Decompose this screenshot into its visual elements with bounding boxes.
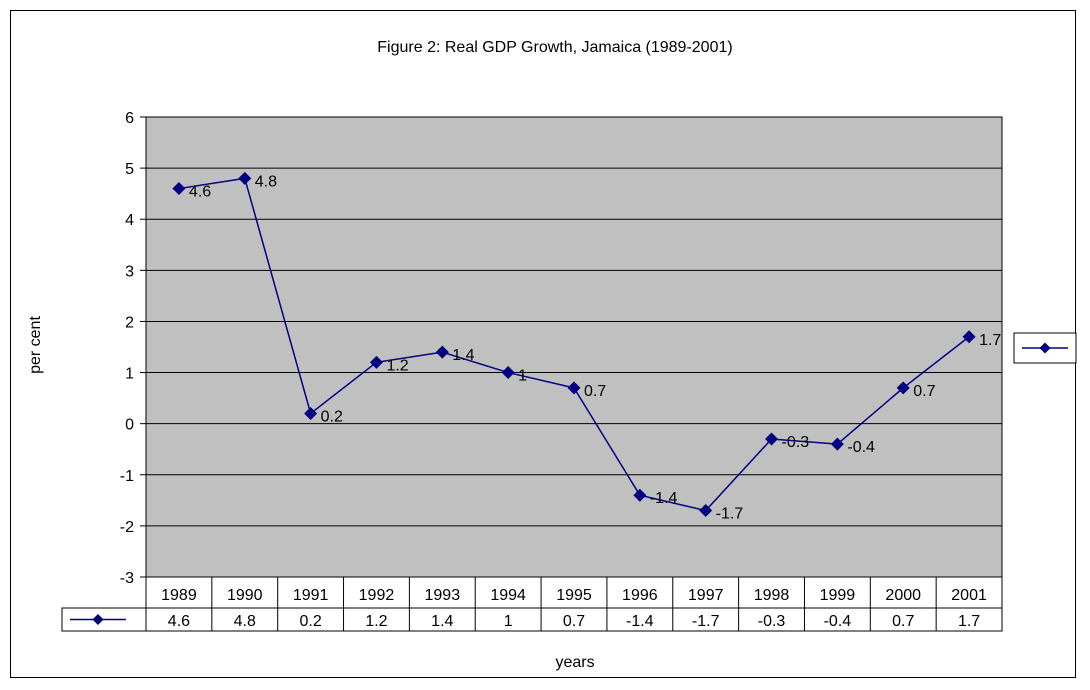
legend-key-marker	[1039, 342, 1051, 354]
category-label: 1992	[359, 587, 395, 604]
category-label: 1998	[754, 587, 790, 604]
data-point	[699, 504, 713, 518]
data-point	[830, 437, 844, 451]
category-label: 1994	[490, 587, 526, 604]
table-value-cell: 1	[504, 613, 513, 630]
table-value-cell: 0.2	[299, 613, 321, 630]
data-point	[304, 406, 318, 420]
data-label: -1.7	[716, 506, 744, 523]
table-value-cell: -0.4	[824, 613, 852, 630]
y-tick-label: -2	[120, 519, 134, 536]
data-label: 0.2	[321, 408, 343, 425]
y-tick-label: -3	[120, 570, 134, 587]
y-tick-label: 0	[125, 417, 134, 434]
y-tick-label: 5	[125, 161, 134, 178]
y-tick-label: 3	[125, 263, 134, 280]
y-tick-label: 2	[125, 314, 134, 331]
category-label: 1995	[556, 587, 592, 604]
table-value-cell: 4.6	[168, 613, 190, 630]
data-point	[238, 171, 252, 185]
y-tick-label: -1	[120, 468, 134, 485]
data-point	[962, 330, 976, 344]
data-label: 0.7	[913, 383, 935, 400]
data-label: -0.4	[847, 439, 875, 456]
y-tick-label: 1	[125, 366, 134, 383]
category-label: 2000	[885, 587, 921, 604]
table-value-cell: -0.3	[758, 613, 786, 630]
table-value-cell: 1.4	[431, 613, 453, 630]
table-value-cell: -1.4	[626, 613, 654, 630]
table-value-cell: -1.7	[692, 613, 720, 630]
data-label: -0.3	[782, 434, 810, 451]
category-label: 1989	[161, 587, 197, 604]
table-value-cell: 1.7	[958, 613, 980, 630]
category-label: 2001	[951, 587, 987, 604]
data-table: 1989 4.6 1990 4.8 1991 0.2 1992 1.2 1993 1.4 1994 1…	[61, 576, 1003, 632]
data-point	[172, 182, 186, 196]
table-value-row	[61, 607, 1003, 632]
category-label: 1990	[227, 587, 263, 604]
chart-title: Figure 2: Real GDP Growth, Jamaica (1989…	[377, 39, 732, 56]
data-label: 1.2	[386, 357, 408, 374]
category-label: 1999	[820, 587, 856, 604]
series: 4.6 4.8 0.2 1.2 1.4 1 0.7 -1.4 -1.7 -0.3 -0.4 0.7 1.…	[172, 171, 1001, 523]
y-axis: -3 -2 -1 0 1 2 3 4 5 6	[120, 110, 146, 587]
y-tick-label: 4	[125, 212, 134, 229]
data-label: 1.4	[452, 347, 474, 364]
data-point	[765, 432, 779, 446]
data-point	[369, 355, 383, 369]
data-label: 1.7	[979, 332, 1001, 349]
data-label: 4.6	[189, 184, 211, 201]
data-point	[633, 488, 647, 502]
data-label: -1.4	[650, 490, 678, 507]
table-value-cell: 1.2	[365, 613, 387, 630]
y-axis-label: per cent	[27, 316, 44, 374]
category-label: 1993	[425, 587, 461, 604]
data-label: 4.8	[255, 173, 277, 190]
data-point	[501, 366, 515, 380]
data-point	[435, 345, 449, 359]
data-label: 0.7	[584, 383, 606, 400]
legend	[1013, 332, 1077, 364]
table-value-cell: 0.7	[892, 613, 914, 630]
x-axis-label: years	[555, 654, 594, 671]
data-point	[567, 381, 581, 395]
plot-area	[145, 116, 1003, 578]
category-label: 1997	[688, 587, 724, 604]
table-value-cell: 4.8	[234, 613, 256, 630]
table-series-key-marker	[92, 614, 104, 625]
table-value-cell: 0.7	[563, 613, 585, 630]
category-label: 1991	[293, 587, 329, 604]
data-point	[896, 381, 910, 395]
gridlines	[146, 167, 1002, 527]
category-label: 1996	[622, 587, 658, 604]
data-label: 1	[518, 368, 527, 385]
y-tick-label: 6	[125, 110, 134, 127]
